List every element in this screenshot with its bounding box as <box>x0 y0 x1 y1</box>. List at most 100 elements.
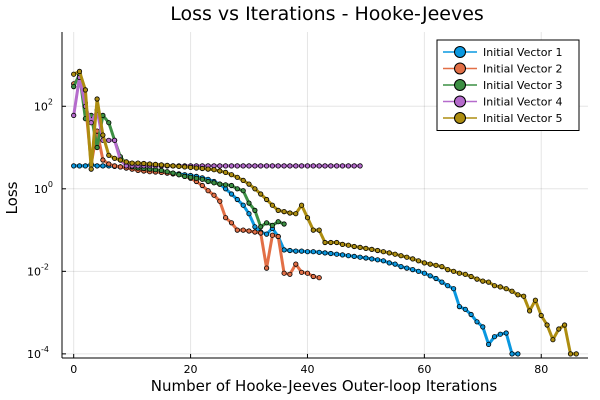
data-point <box>322 239 328 246</box>
data-point <box>193 175 199 181</box>
legend-label: Initial Vector 5 <box>483 112 562 125</box>
data-point <box>427 273 433 279</box>
data-point <box>263 196 270 203</box>
series-3 <box>71 71 287 230</box>
data-point <box>415 268 422 274</box>
series-line <box>72 72 285 229</box>
data-point <box>439 263 445 270</box>
data-point <box>123 159 129 165</box>
legend-swatch-marker <box>454 46 466 58</box>
data-point <box>217 198 223 204</box>
data-point <box>339 241 346 247</box>
data-point <box>228 172 235 178</box>
data-point <box>316 275 322 281</box>
data-point <box>263 163 270 169</box>
data-point <box>234 227 240 233</box>
data-point <box>234 196 240 203</box>
data-point <box>480 324 486 330</box>
y-tick-label: 10-2 <box>27 262 49 278</box>
data-point <box>345 242 351 248</box>
data-point <box>328 163 334 169</box>
data-point <box>386 250 392 256</box>
data-point <box>263 231 270 237</box>
data-point <box>421 260 427 266</box>
data-point <box>293 248 299 254</box>
y-tick-label: 100 <box>34 180 53 196</box>
y-tick-label: 102 <box>34 97 53 113</box>
data-point <box>269 202 275 208</box>
data-point <box>158 167 164 173</box>
data-point <box>380 249 386 255</box>
data-point <box>345 163 351 169</box>
data-point <box>164 162 170 168</box>
data-point <box>526 308 533 314</box>
data-point <box>392 251 398 257</box>
data-point <box>223 215 229 221</box>
data-point <box>544 322 550 328</box>
data-point <box>398 263 404 270</box>
data-point <box>76 68 83 75</box>
data-point <box>106 152 112 158</box>
data-point <box>281 247 287 253</box>
data-point <box>281 209 287 215</box>
y-tick-base: 10 <box>27 265 41 278</box>
data-point <box>217 168 223 174</box>
axes <box>61 32 588 359</box>
legend-label: Initial Vector 2 <box>483 63 562 76</box>
data-point <box>404 254 410 260</box>
data-point <box>298 269 305 275</box>
data-point <box>345 253 351 259</box>
data-point <box>100 157 106 163</box>
data-point <box>240 188 246 194</box>
data-point <box>88 120 94 126</box>
data-point <box>246 163 252 169</box>
data-point <box>117 157 124 163</box>
series-layer <box>71 68 579 357</box>
data-point <box>357 254 363 260</box>
data-point <box>246 211 252 217</box>
data-point <box>304 163 311 169</box>
data-point <box>252 163 258 169</box>
data-point <box>485 341 492 347</box>
legend-item: Initial Vector 4 <box>443 95 562 109</box>
data-point <box>334 251 340 257</box>
data-point <box>468 311 474 318</box>
legend-swatch-marker <box>454 112 466 124</box>
data-point <box>521 293 527 299</box>
data-point <box>199 182 205 189</box>
data-point <box>211 180 217 186</box>
series-1 <box>71 162 521 357</box>
data-point <box>223 169 229 175</box>
data-point <box>351 243 357 250</box>
data-point <box>94 96 100 102</box>
data-point <box>567 351 574 357</box>
data-point <box>392 261 398 267</box>
data-point <box>234 174 240 180</box>
data-point <box>573 351 579 357</box>
x-tick-label: 60 <box>417 363 431 376</box>
data-point <box>363 245 369 251</box>
data-point <box>304 270 311 276</box>
data-point <box>351 253 357 259</box>
data-point <box>193 165 199 171</box>
data-point <box>450 286 457 292</box>
data-point <box>158 162 164 168</box>
series-line <box>72 75 361 168</box>
data-point <box>433 275 439 282</box>
data-point <box>263 265 270 271</box>
data-point <box>304 215 311 221</box>
data-point <box>538 312 544 319</box>
data-point <box>357 244 363 250</box>
y-tick-base: 10 <box>34 183 48 196</box>
data-point <box>532 297 539 303</box>
data-point <box>293 163 299 169</box>
data-point <box>497 331 503 337</box>
x-tick-label: 40 <box>300 363 314 376</box>
legend-label: Initial Vector 4 <box>483 96 562 109</box>
data-point <box>421 270 427 276</box>
data-point <box>252 229 258 235</box>
data-point <box>228 182 235 189</box>
y-tick-label: 10-4 <box>27 345 49 361</box>
legend-label: Initial Vector 3 <box>483 79 562 92</box>
